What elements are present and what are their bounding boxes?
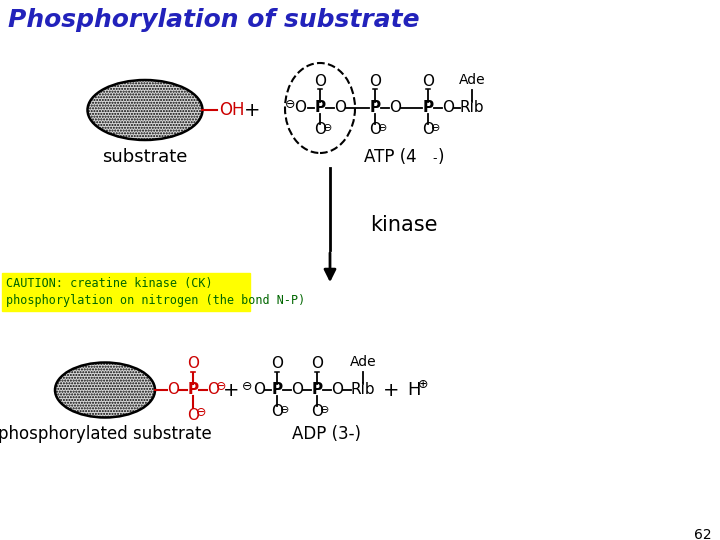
Text: Rib: Rib [459, 100, 485, 116]
Text: H: H [407, 381, 420, 399]
Text: O: O [369, 75, 381, 90]
Text: ⊖: ⊖ [280, 405, 289, 415]
Text: O: O [187, 408, 199, 422]
Text: O: O [369, 123, 381, 138]
Text: O: O [334, 100, 346, 116]
Text: O: O [422, 123, 434, 138]
Text: +: + [222, 381, 239, 400]
Text: 62: 62 [694, 528, 712, 540]
Text: ADP (3-): ADP (3-) [292, 425, 361, 443]
Text: +: + [244, 100, 260, 119]
Text: ⊖: ⊖ [216, 380, 226, 393]
Text: Ade: Ade [350, 355, 377, 369]
Text: O: O [167, 382, 179, 397]
Text: ⊖: ⊖ [196, 406, 206, 419]
Text: O: O [314, 123, 326, 138]
Text: O: O [311, 404, 323, 420]
Text: substrate: substrate [102, 148, 188, 166]
Text: O: O [389, 100, 401, 116]
Text: O: O [331, 382, 343, 397]
Text: ⊖: ⊖ [284, 98, 295, 111]
Text: Rib: Rib [351, 382, 375, 397]
Text: +: + [383, 381, 400, 400]
Text: Phosphorylation of substrate: Phosphorylation of substrate [8, 8, 420, 32]
Text: O: O [207, 382, 219, 397]
Text: O: O [271, 404, 283, 420]
Text: ⊕: ⊕ [418, 379, 428, 392]
Text: phosphorylation on nitrogen (the bond N-P): phosphorylation on nitrogen (the bond N-… [6, 294, 305, 307]
Text: O: O [294, 100, 306, 116]
Text: O: O [187, 356, 199, 372]
Text: O: O [422, 75, 434, 90]
Text: O: O [271, 356, 283, 372]
Text: P: P [312, 382, 323, 397]
Text: -: - [432, 152, 436, 165]
Text: ⊖: ⊖ [378, 123, 387, 133]
Text: O: O [291, 382, 303, 397]
Text: ⊖: ⊖ [431, 123, 441, 133]
Bar [2, 273, 250, 311]
Text: P: P [187, 382, 199, 397]
Text: O: O [314, 75, 326, 90]
Text: P: P [369, 100, 381, 116]
Text: P: P [271, 382, 282, 397]
Text: ATP (4: ATP (4 [364, 148, 416, 166]
Text: OH: OH [219, 101, 245, 119]
Text: ): ) [438, 148, 444, 166]
Text: phosphorylated substrate: phosphorylated substrate [0, 425, 212, 443]
Text: ⊖: ⊖ [242, 380, 252, 393]
Text: O: O [253, 382, 265, 397]
Text: Ade: Ade [459, 73, 485, 87]
Text: P: P [423, 100, 433, 116]
Text: kinase: kinase [370, 215, 438, 235]
Text: ⊖: ⊖ [323, 123, 333, 133]
Text: O: O [442, 100, 454, 116]
Text: ⊖: ⊖ [320, 405, 330, 415]
Text: CAUTION: creatine kinase (CK): CAUTION: creatine kinase (CK) [6, 277, 212, 290]
Text: P: P [315, 100, 325, 116]
Ellipse shape [88, 80, 202, 140]
Ellipse shape [55, 362, 155, 417]
Text: O: O [311, 356, 323, 372]
